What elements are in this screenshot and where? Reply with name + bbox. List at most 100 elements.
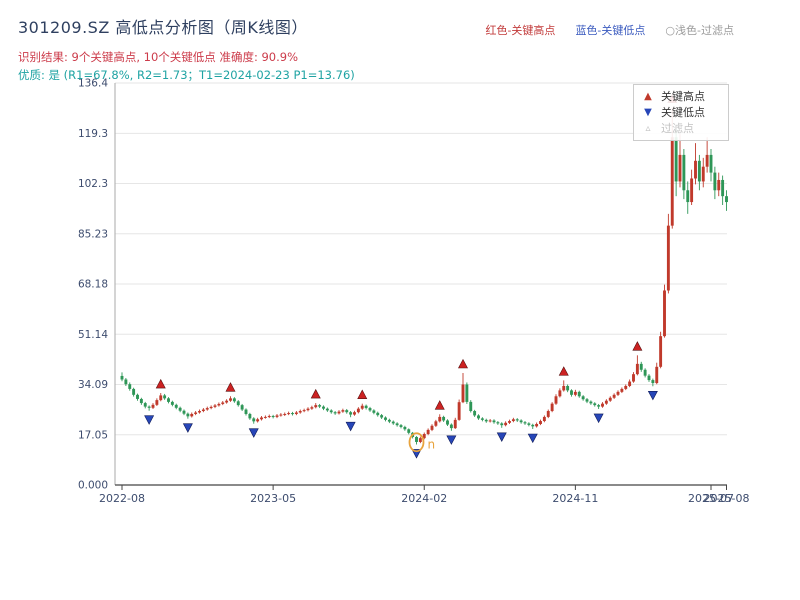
candle-body (279, 414, 283, 416)
candle-body (570, 390, 573, 395)
key-high-marker (458, 358, 468, 369)
candle-body (477, 415, 480, 419)
key-point-markers (144, 93, 678, 459)
candle-body (566, 385, 570, 391)
triangle-up-icon: ▲ (644, 90, 652, 102)
candle-body (546, 411, 550, 417)
candle-body (136, 394, 139, 399)
axes: 0.000 17.05 34.09 51.14 68.18 85.23 102.3 119.3… (78, 78, 750, 506)
candle-body (229, 398, 232, 401)
candle-body (690, 178, 694, 203)
candle-body (329, 410, 333, 413)
key-low-marker (527, 433, 538, 444)
candle-body (275, 415, 279, 417)
candle-body (325, 408, 329, 411)
t1-annotation-label: n (428, 437, 436, 451)
candle-body (449, 424, 453, 429)
candle-body (639, 363, 643, 370)
x-tick-label: 2023-05 (250, 492, 296, 505)
candle-body (426, 429, 430, 435)
candle-body (725, 196, 728, 203)
candle-body (659, 336, 663, 367)
candle-body (473, 411, 477, 416)
x-tick-label: 2024-02 (401, 492, 447, 505)
candle-body (225, 400, 229, 403)
y-tick-label: 85.23 (78, 228, 108, 240)
candle-body (438, 416, 442, 422)
candle-body (717, 179, 721, 191)
key-low-marker (647, 390, 658, 401)
candle-body (190, 413, 194, 417)
legend-key-high-label: 红色-关键高点 (485, 24, 556, 37)
candle-body (647, 375, 651, 381)
candle-body (271, 416, 275, 418)
candle-body (287, 413, 291, 415)
key-high-marker (155, 378, 166, 389)
candle-body (527, 423, 531, 425)
candle-body (601, 403, 604, 407)
candle-body (655, 366, 659, 384)
chart-legend-box: ▲ 关键高点 ▼ 关键低点 ▵ 过滤点 (633, 84, 729, 141)
candle-body (577, 391, 581, 397)
candle-body (457, 402, 461, 420)
top-legend: 红色-关键高点 蓝色-关键低点 ○浅色-过滤点 (485, 22, 734, 38)
y-tick-label: 51.14 (78, 329, 108, 341)
candle-body (260, 417, 263, 420)
candle-body (170, 401, 174, 405)
candle-body (139, 398, 143, 404)
candle-body (542, 416, 546, 422)
candle-body (666, 225, 670, 291)
candle-body (709, 154, 713, 173)
t1-circle-marker (408, 432, 425, 453)
candle-body (589, 401, 593, 404)
quality-summary: 优质: 是 (R1=67.8%, R2=1.73；T1=2024-02-23 P… (18, 68, 355, 82)
candle-body (515, 419, 519, 421)
candle-body (310, 407, 314, 409)
candle-body (511, 419, 515, 422)
x-tick-label: 2025-07 (688, 492, 734, 505)
candle-body (469, 401, 473, 412)
candle-body (585, 399, 589, 402)
candle-body (686, 190, 690, 203)
candle-body (232, 398, 236, 402)
candle-body (263, 416, 267, 418)
candle-body (167, 398, 170, 402)
candle-body (558, 390, 562, 397)
candle-body (407, 429, 411, 433)
candle-body (380, 415, 384, 418)
candle-body (384, 417, 387, 420)
candle-body (186, 413, 190, 417)
candle-body (182, 410, 186, 414)
candle-body (159, 395, 163, 401)
candle-body (430, 425, 434, 430)
candle-body (678, 154, 682, 182)
candle-body (539, 421, 542, 424)
key-low-marker (593, 413, 604, 424)
candle-body (531, 424, 535, 427)
candle-body (418, 438, 422, 442)
candle-body (132, 388, 136, 395)
key-low-marker (182, 423, 193, 433)
candle-body (391, 421, 395, 424)
candle-body (240, 405, 244, 410)
candle-body (713, 172, 717, 191)
candle-body (453, 419, 457, 429)
candle-body (604, 400, 608, 404)
candle-body (628, 381, 632, 386)
candle-body (291, 413, 294, 415)
candle-body (496, 422, 500, 424)
candle-body (356, 408, 360, 413)
candle-body (597, 405, 601, 407)
candle-body (198, 411, 201, 413)
gridlines (115, 82, 727, 486)
candle-body (252, 418, 256, 422)
candle-body (434, 421, 438, 426)
candle-body (151, 404, 155, 408)
key-low-marker (144, 415, 155, 425)
candle-body (294, 412, 298, 414)
candle-body (403, 426, 407, 430)
legend-item-label: 关键高点 (661, 90, 705, 103)
candle-body (632, 374, 635, 382)
candle-body (643, 369, 647, 376)
candle-body (663, 290, 666, 337)
